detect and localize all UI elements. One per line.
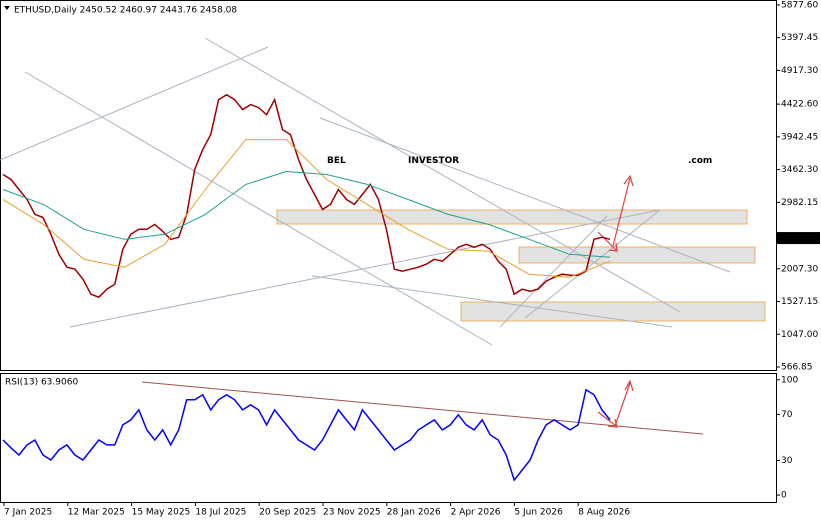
y-tick-label: 566.85 [781, 362, 813, 372]
x-tick-label: 2 Apr 2026 [451, 508, 501, 518]
x-tick-label: 18 Jul 2025 [195, 508, 246, 518]
y-tick-label: 5397.45 [781, 33, 818, 43]
rsi-title: RSI(13) 63.9060 [5, 378, 78, 388]
x-tick-label: 20 Sep 2025 [259, 508, 316, 518]
trend-line [524, 209, 661, 319]
watermark-text: BEL [327, 156, 346, 166]
arrows [597, 174, 634, 428]
y-tick-label: 1527.15 [781, 297, 818, 307]
y-tick-label: 2982.15 [781, 198, 818, 208]
chart-header: ETHUSD,Daily 2450.52 2460.97 2443.76 245… [14, 6, 237, 16]
series-line [2, 93, 611, 299]
x-tick-label: 12 Mar 2025 [68, 508, 125, 518]
y-tick-label: 5877.60 [781, 0, 818, 10]
series-line [2, 139, 611, 278]
zone [460, 301, 766, 322]
watermark-text: INVESTOR [408, 156, 459, 166]
x-tick-label: 15 May 2025 [132, 508, 191, 518]
last-price-label: 2458.08 [780, 234, 817, 244]
x-tick-label: 8 Aug 2026 [578, 508, 630, 518]
arrow [614, 379, 634, 427]
x-tick-label: 5 Jun 2026 [514, 508, 563, 518]
y-tick-label: 30 [781, 456, 793, 466]
trend-line [499, 215, 608, 328]
x-tick-label: 28 Jan 2026 [387, 508, 441, 518]
trend-line [319, 117, 731, 273]
watermark-text: .com [688, 156, 712, 166]
last-price-box [776, 232, 820, 245]
y-tick-label: 3942.45 [781, 132, 818, 142]
y-tick-label: 2007.30 [781, 264, 818, 274]
trend-line [69, 209, 661, 328]
trend-line [311, 275, 673, 328]
zone [518, 246, 756, 264]
trend-line [204, 37, 681, 313]
zones [276, 209, 766, 322]
y-tick-label: 4917.30 [781, 66, 818, 76]
series-line [2, 170, 611, 258]
y-tick-label: 3462.30 [781, 165, 818, 175]
y-tick-label: 100 [781, 375, 798, 385]
x-tick-label: 23 Nov 2025 [323, 508, 381, 518]
y-tick-label: 70 [781, 410, 793, 420]
arrow [597, 411, 618, 428]
y-tick-label: 1047.00 [781, 330, 818, 340]
price-panel [0, 0, 777, 371]
watermark: BEL INVESTOR .com [327, 156, 712, 166]
menu-icon [4, 6, 10, 10]
rsi-panel [0, 373, 777, 503]
x-tick-label: 7 Jan 2025 [4, 508, 52, 518]
y-tick-label: 0 [781, 491, 787, 501]
zone [276, 209, 748, 225]
arrow [597, 231, 618, 252]
series-line [2, 388, 611, 482]
trend-line [0, 46, 269, 161]
trend-lines [0, 37, 731, 346]
rsi-trend-line [141, 381, 704, 435]
y-tick-label: 4422.60 [781, 100, 818, 110]
trend-line [24, 71, 493, 346]
arrow [612, 174, 634, 247]
